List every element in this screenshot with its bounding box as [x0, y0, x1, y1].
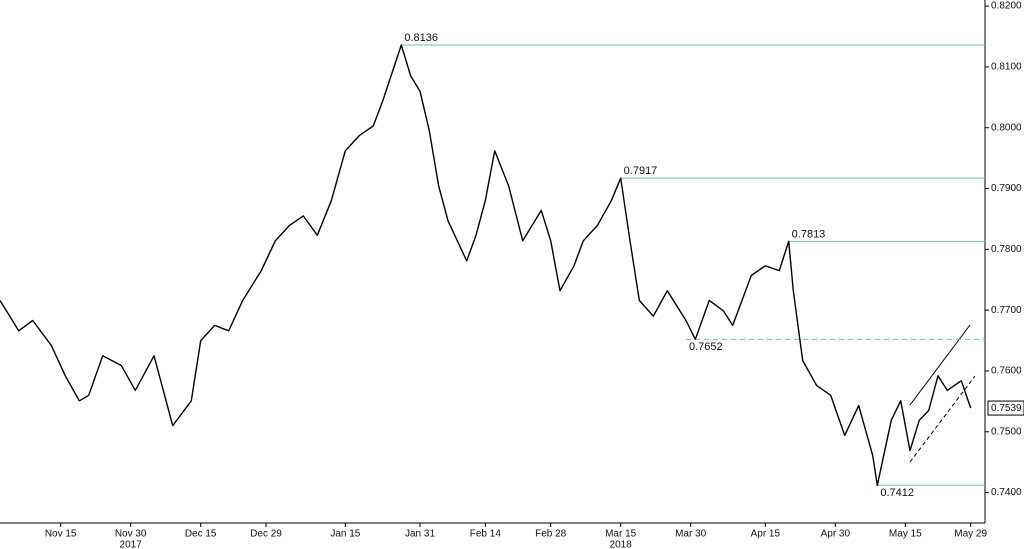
y-tick-label: 0.7400 [991, 487, 1022, 498]
trend-line [909, 375, 976, 463]
x-tick-label: Mar 15 [605, 529, 637, 540]
level-label: 0.8136 [404, 32, 438, 44]
year-label: 2018 [610, 540, 633, 549]
year-label: 2017 [120, 540, 143, 549]
x-tick-label: Jan 31 [405, 529, 435, 540]
x-tick-label: Mar 30 [675, 529, 707, 540]
y-tick-label: 0.8100 [991, 62, 1022, 73]
x-tick-label: Feb 14 [470, 529, 502, 540]
y-tick-label: 0.8000 [991, 122, 1022, 133]
last-value-box [987, 400, 1024, 416]
level-label: 0.7652 [689, 341, 723, 353]
y-tick-label: 0.7600 [991, 366, 1022, 377]
x-tick-label: Apr 15 [751, 529, 781, 540]
level-label: 0.7412 [880, 487, 914, 499]
x-tick-label: Nov 30 [115, 529, 147, 540]
x-tick-label: Feb 28 [535, 529, 567, 540]
y-tick-label: 0.7700 [991, 305, 1022, 316]
y-tick-label: 0.7800 [991, 244, 1022, 255]
last-value-label: 0.7539 [991, 403, 1022, 414]
trend-line [909, 324, 971, 406]
price-line [0, 44, 972, 486]
x-tick-label: May 29 [954, 529, 987, 540]
y-tick-label: 0.7900 [991, 183, 1022, 194]
x-tick-label: Apr 30 [821, 529, 851, 540]
x-tick-label: Nov 15 [45, 529, 77, 540]
y-tick-label: 0.8200 [991, 1, 1022, 12]
y-tick-label: 0.7500 [991, 426, 1022, 437]
x-tick-label: Dec 15 [185, 529, 217, 540]
x-tick-label: May 15 [889, 529, 922, 540]
level-label: 0.7917 [624, 165, 658, 177]
level-label: 0.7813 [792, 228, 826, 240]
x-tick-label: Dec 29 [250, 529, 282, 540]
x-tick-label: Jan 15 [330, 529, 360, 540]
